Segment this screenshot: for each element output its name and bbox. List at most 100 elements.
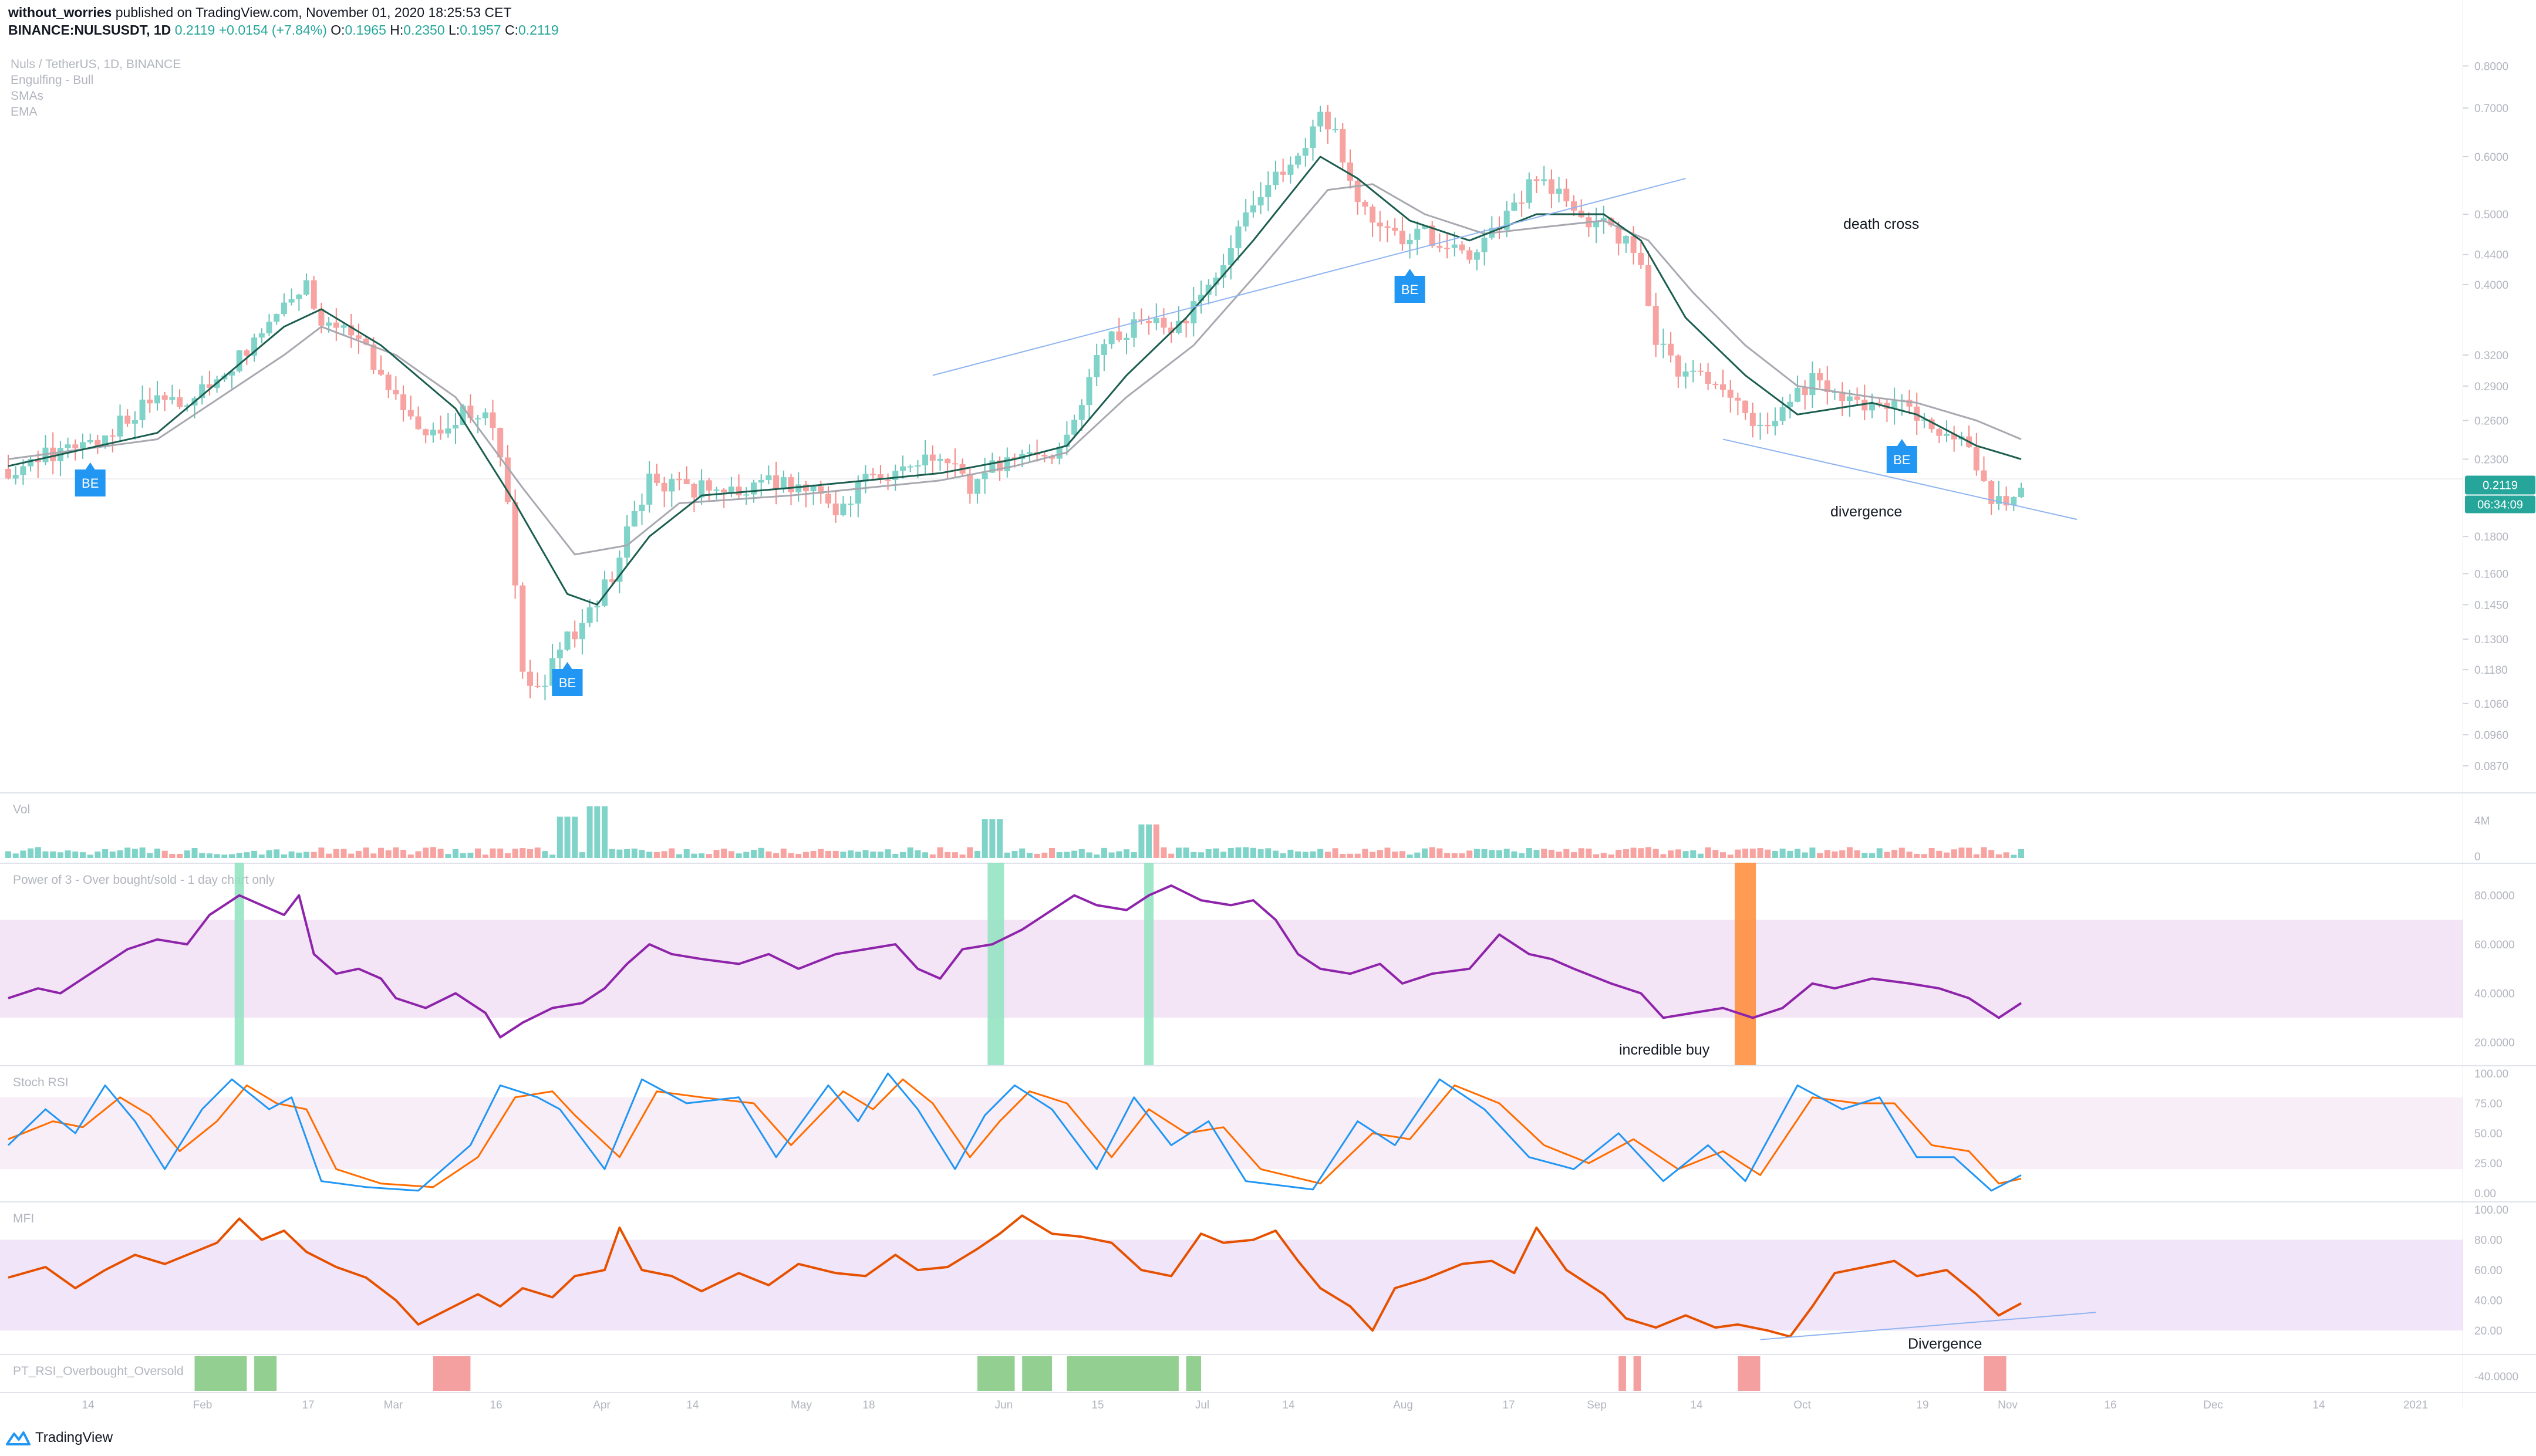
volume-bar (1682, 851, 1689, 858)
candle-body (832, 503, 839, 515)
tradingview-logo[interactable]: TradingView (6, 1430, 113, 1446)
candle-body (1392, 228, 1398, 231)
volume-bar (1362, 849, 1368, 858)
candle-body (885, 479, 891, 481)
volume-bar (520, 848, 526, 858)
candle-body (862, 474, 869, 482)
candle-body (1459, 244, 1465, 251)
candle-body (1124, 337, 1129, 340)
volume-bar (832, 850, 839, 858)
volume-bar (1451, 853, 1458, 858)
candle-body (1563, 188, 1570, 202)
volume-bar (1511, 851, 1517, 858)
volume-bar (1377, 850, 1383, 858)
volume-bar (1548, 850, 1554, 858)
pane-title: PT_RSI_Overbought_Oversold (13, 1364, 184, 1378)
candle-body (1951, 434, 1957, 440)
volume-bar (1503, 849, 1510, 858)
volume-bar (199, 853, 205, 858)
author[interactable]: without_worries (8, 5, 112, 20)
candle-body (117, 415, 123, 437)
candle-body (1436, 246, 1443, 248)
highlight-column (987, 863, 1004, 1065)
candle-body (1101, 344, 1107, 355)
candle-body (728, 487, 734, 492)
candle-body (1257, 197, 1264, 206)
pt-rsi-bar (977, 1356, 1015, 1391)
volume-bar (1795, 849, 1800, 858)
volume-bar (1772, 850, 1778, 858)
time-label: Feb (193, 1399, 213, 1411)
candle-body (922, 454, 929, 466)
candle-body (848, 504, 854, 505)
volume-bar (1310, 851, 1316, 858)
volume-bar (445, 854, 451, 858)
pt-rsi-pane: PT_RSI_Overbought_Oversold -40.0000 (13, 1356, 2518, 1391)
stoch-d-line (8, 1078, 2022, 1188)
volume-bar (900, 852, 906, 858)
volume-bar (348, 853, 355, 858)
trendline (932, 178, 1686, 376)
be-badge (75, 462, 106, 496)
footer-brand: TradingView (35, 1430, 113, 1445)
volume-bar (288, 851, 295, 858)
price-tick-label: 0.1800 (2474, 531, 2508, 543)
volume-bar (147, 853, 153, 858)
candle-body (1526, 179, 1532, 203)
highlight-column (1144, 863, 1154, 1065)
volume-bar (982, 819, 988, 858)
volume-bar (42, 851, 49, 858)
price-tick-label: 0.3200 (2474, 350, 2508, 362)
candle-body (1616, 225, 1622, 244)
volume-bar (1802, 852, 1808, 858)
volume-bar (1727, 854, 1734, 858)
candle-body (1891, 400, 1898, 409)
ohlc-header: BINANCE:NULSUSDT, 1D 0.2119 +0.0154 (+7.… (8, 22, 559, 38)
candle-body (1078, 405, 1085, 420)
volume-bar (1824, 850, 1830, 858)
candle-body (102, 435, 109, 447)
volume-bar (653, 852, 660, 858)
candle-body (1399, 231, 1405, 245)
volume-bar (1817, 853, 1823, 858)
power-of-3-pane: Power of 3 - Over bought/sold - 1 day ch… (0, 863, 2515, 1065)
volume-bar (699, 853, 705, 858)
candle-body (1153, 317, 1159, 323)
volume-bar (639, 850, 645, 858)
candle-body (266, 322, 272, 334)
volume-bar (1317, 849, 1324, 858)
candle-body (1906, 400, 1913, 407)
trendlines[interactable] (932, 178, 2078, 521)
candle-body (1682, 371, 1689, 377)
volume-bar (244, 852, 250, 858)
time-label: Jun (995, 1399, 1013, 1411)
volume-bar (1347, 853, 1353, 858)
pane-title: Stoch RSI (13, 1076, 69, 1089)
volume-bar (1429, 847, 1435, 858)
candle-body (65, 444, 71, 448)
volume-bar (534, 847, 541, 858)
volume-bar (773, 853, 780, 858)
candle-body (810, 486, 817, 491)
pt-axis-label: -40.0000 (2474, 1371, 2518, 1383)
annotation-divergence-mfi: Divergence (1908, 1336, 1982, 1352)
volume-bar (1869, 853, 1875, 858)
candle-body (579, 623, 585, 640)
price-axis[interactable]: 0.8000 0.7000 0.6000 0.5000 0.4400 0.4000 0.32… (2463, 60, 2508, 773)
price-tick-label: 0.4000 (2474, 279, 2508, 292)
volume-bar (1392, 852, 1398, 858)
volume-bar (1399, 851, 1405, 858)
trendline (1722, 438, 2078, 521)
stoch-k-line (7, 1072, 2022, 1192)
candle-body (1846, 396, 1853, 401)
time-axis[interactable]: 14 Feb 17 Mar 16 Apr 14 May 18 Jun 15 Jul 14 Aug 17 Sep… (82, 1399, 2428, 1411)
candle-body (1690, 370, 1697, 372)
candle-body (765, 475, 772, 480)
volume-bar (1078, 849, 1085, 858)
candle-body (1384, 226, 1391, 228)
volume-bar (1944, 852, 1950, 858)
time-label: Dec (2203, 1399, 2223, 1411)
volume-bar (1473, 849, 1480, 858)
volume-bar (907, 847, 913, 858)
